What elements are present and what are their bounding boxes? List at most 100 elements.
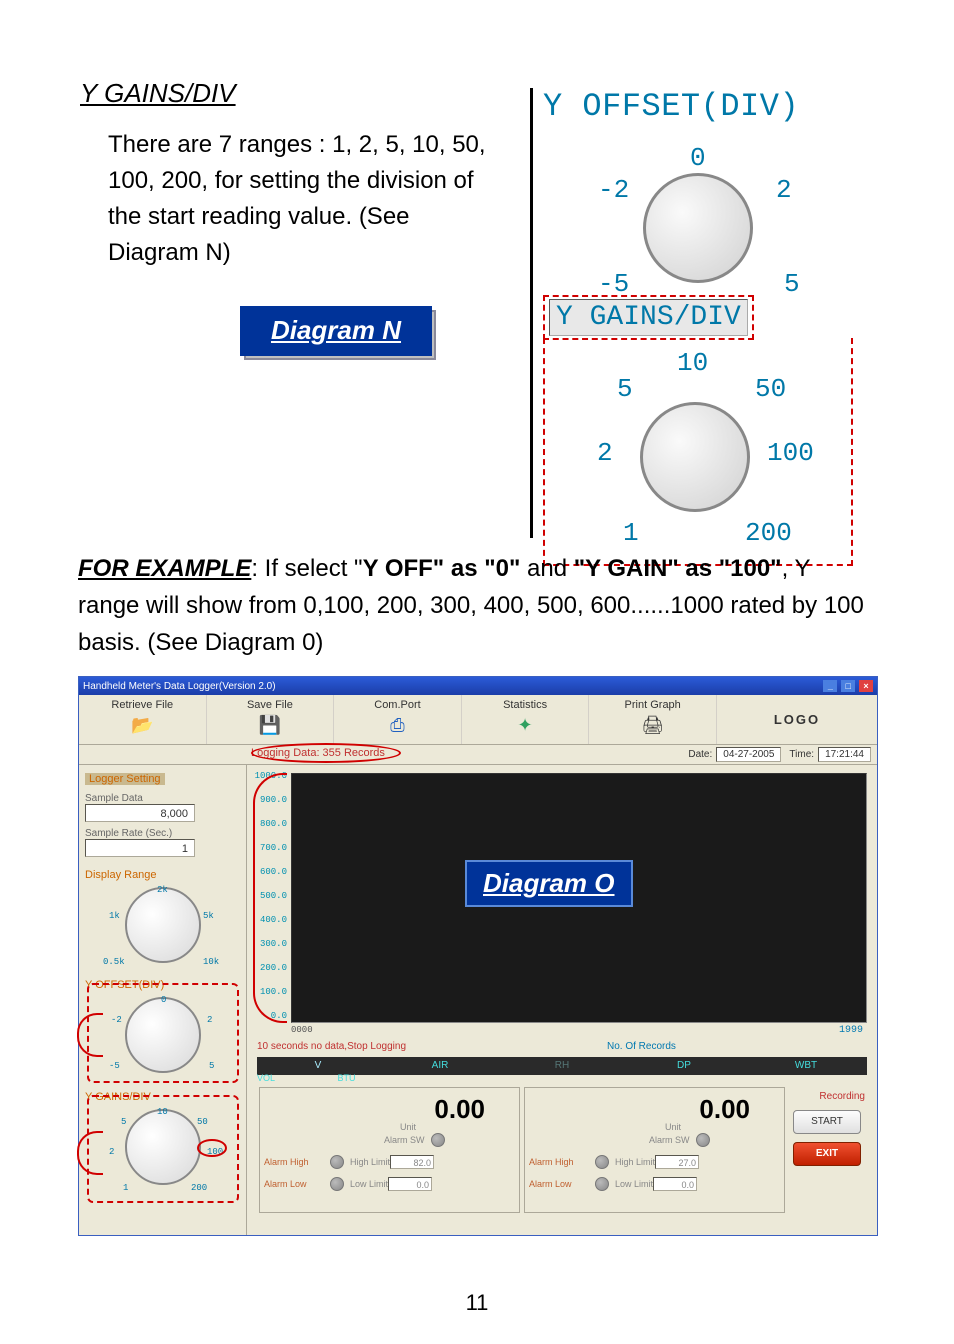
high-limit-input-l[interactable]: 82.0 <box>390 1155 434 1169</box>
high-limit-label-r: High Limit <box>615 1157 655 1167</box>
port-icon: ⎙ <box>334 715 461 736</box>
menubar: Retrieve File 📂 Save File 💾 Com.Port ⎙ S… <box>79 695 877 745</box>
low-limit-input-r[interactable]: 0.0 <box>653 1177 697 1191</box>
example-mid: and <box>520 555 573 582</box>
menu-retrieve[interactable]: Retrieve File 📂 <box>79 695 207 744</box>
high-limit-label-l: High Limit <box>350 1157 390 1167</box>
sample-rate-input[interactable]: 1 <box>85 839 195 857</box>
records-label: No. Of Records <box>607 1041 676 1052</box>
close-button[interactable]: × <box>859 680 873 692</box>
dr-tick-r: 5k <box>203 911 214 921</box>
offset-tick-top: 0 <box>690 143 706 173</box>
y-gains-title-box: Y GAINS/DIV <box>543 295 754 340</box>
offset-tick-right: 2 <box>776 175 792 205</box>
alarm-low-label-l: Alarm Low <box>264 1179 324 1189</box>
alarm-low-led-r <box>595 1177 609 1191</box>
alarm-sw-led-l[interactable] <box>431 1133 445 1147</box>
annotation-dashed-yoffset <box>87 983 239 1083</box>
dial-figure: Y OFFSET(DIV) 0 -2 2 -5 5 Y GAINS/DIV 10… <box>530 88 870 538</box>
diagram-n-text: Diagram N <box>240 306 432 356</box>
gains-tick-tl: 5 <box>617 374 633 404</box>
app-window: Handheld Meter's Data Logger(Version 2.0… <box>78 676 878 1236</box>
menu-print[interactable]: Print Graph 🖨 <box>589 695 717 744</box>
dr-tick-br: 10k <box>203 957 219 967</box>
offset-tick-left: -2 <box>598 175 629 205</box>
titlebar: Handheld Meter's Data Logger(Version 2.0… <box>79 677 877 695</box>
y-gains-dashed-region: 10 5 50 2 100 1 200 <box>543 338 853 566</box>
sample-rate-label: Sample Rate (Sec.) <box>85 828 240 839</box>
y-offset-dial: 0 -2 2 -5 5 <box>548 125 848 295</box>
y-gains-title: Y GAINS/DIV <box>556 302 741 333</box>
gains-tick-tr: 50 <box>755 374 786 404</box>
recording-label: Recording <box>789 1091 865 1102</box>
printer-icon: 🖨 <box>589 715 716 736</box>
offset-tick-br: 5 <box>784 269 800 299</box>
gains-tick-mr: 100 <box>767 438 814 468</box>
alarm-high-led-r <box>595 1155 609 1169</box>
display-range-dial[interactable] <box>125 887 201 963</box>
alarm-sw-led-r[interactable] <box>696 1133 710 1147</box>
page-number: 11 <box>0 1290 954 1316</box>
tab-btu[interactable]: BTU <box>338 1073 356 1083</box>
dr-tick-bl: 0.5k <box>103 957 125 967</box>
tab-wbt[interactable]: WBT <box>745 1057 867 1075</box>
datebar: Date: 04-27-2005 Time: 17:21:44 <box>79 745 877 765</box>
example-bold2: "Y GAIN" as "100" <box>574 555 782 582</box>
menu-save-label: Save File <box>207 699 334 711</box>
menu-retrieve-label: Retrieve File <box>79 699 206 711</box>
unit-label-right: Unit <box>665 1122 681 1132</box>
logo: LOGO <box>717 695 877 744</box>
high-limit-input-r[interactable]: 27.0 <box>655 1155 699 1169</box>
alarm-sw-label-r: Alarm SW <box>649 1135 690 1145</box>
tab-vol[interactable]: VOL <box>257 1073 275 1083</box>
y-offset-title: Y OFFSET(DIV) <box>543 88 870 125</box>
readout-left-value: 0.00 <box>264 1094 515 1125</box>
sample-data-input[interactable]: 8,000 <box>85 804 195 822</box>
example-bold1: Y OFF" as "0" <box>363 555 521 582</box>
alarm-high-led-l <box>330 1155 344 1169</box>
folder-open-icon: 📂 <box>79 715 206 736</box>
start-button[interactable]: START <box>793 1110 861 1134</box>
alarm-sw-label-l: Alarm SW <box>384 1135 425 1145</box>
date-label: Date: <box>688 749 712 760</box>
tab-air[interactable]: AIR <box>379 1057 501 1075</box>
display-range-title: Display Range <box>85 869 240 881</box>
time-value: 17:21:44 <box>818 747 871 762</box>
x-axis: 0000 <box>291 1025 867 1035</box>
menu-comport-label: Com.Port <box>334 699 461 711</box>
gains-tick-bl: 1 <box>623 518 639 548</box>
xtick-right: 1999 <box>839 1025 863 1036</box>
alarm-low-led-l <box>330 1177 344 1191</box>
gains-dial-circle <box>640 402 750 512</box>
unit-label-left: Unit <box>400 1122 416 1132</box>
exit-button[interactable]: EXIT <box>793 1142 861 1166</box>
alarm-low-label-r: Alarm Low <box>529 1179 589 1189</box>
minimize-button[interactable]: _ <box>823 680 837 692</box>
low-limit-input-l[interactable]: 0.0 <box>388 1177 432 1191</box>
tab-dp[interactable]: DP <box>623 1057 745 1075</box>
alarm-high-label-r: Alarm High <box>529 1157 589 1167</box>
dr-tick-t: 2k <box>157 885 168 895</box>
readout-right: 0.00 Unit Alarm SW Alarm High High Limit… <box>524 1087 785 1213</box>
gains-tick-top: 10 <box>677 348 708 378</box>
menu-comport[interactable]: Com.Port ⎙ <box>334 695 462 744</box>
annotation-arc-ygains <box>77 1131 103 1175</box>
window-buttons: _ □ × <box>822 680 873 692</box>
annotation-ellipse-100 <box>197 1139 227 1157</box>
body-paragraph: There are 7 ranges : 1, 2, 5, 10, 50, 10… <box>108 127 488 271</box>
xtick-left: 0000 <box>291 1025 313 1035</box>
annotation-arc-yoffset <box>77 1013 103 1057</box>
menu-statistics[interactable]: Statistics ✦ <box>462 695 590 744</box>
example-paragraph: FOR EXAMPLE: If select "Y OFF" as "0" an… <box>78 550 878 662</box>
maximize-button[interactable]: □ <box>841 680 855 692</box>
readout-left: 0.00 Unit Alarm SW Alarm High High Limit… <box>259 1087 520 1213</box>
window-title: Handheld Meter's Data Logger(Version 2.0… <box>83 681 276 692</box>
readout-right-value: 0.00 <box>529 1094 780 1125</box>
diagram-n-label: Diagram N <box>244 310 436 360</box>
gains-tick-ml: 2 <box>597 438 613 468</box>
gains-tick-br: 200 <box>745 518 792 548</box>
right-button-panel: Recording START EXIT <box>787 1085 867 1215</box>
menu-save[interactable]: Save File 💾 <box>207 695 335 744</box>
dial-circle <box>643 173 753 283</box>
tab-rh[interactable]: RH <box>501 1057 623 1075</box>
